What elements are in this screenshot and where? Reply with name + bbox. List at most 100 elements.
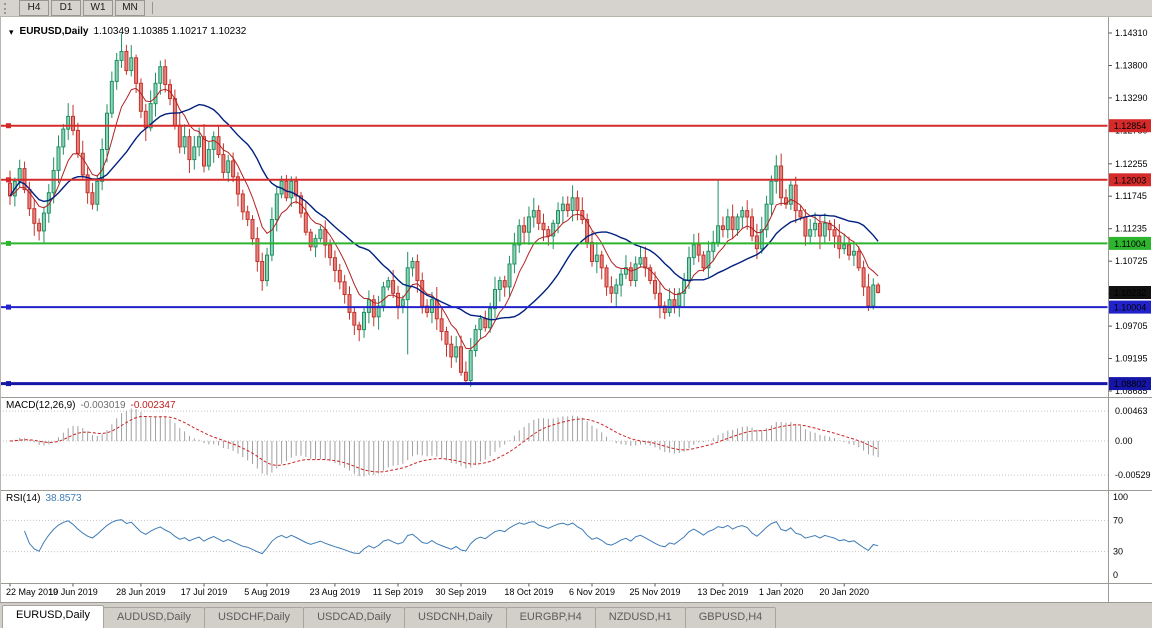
candle-body [546,229,551,237]
candle-body [332,257,337,271]
candle-body [51,170,56,194]
candle-body [255,238,260,263]
date-label: 10 Jun 2019 [48,587,98,597]
date-label: 25 Nov 2019 [629,587,680,597]
price-tag-bg [1109,300,1151,314]
candle-body [362,311,366,331]
candle-body [590,241,594,262]
line-anchor-handle [6,381,11,387]
ema-fast-line [9,87,879,350]
candle-body [396,292,400,307]
timeframe-button-w1[interactable]: W1 [83,0,113,16]
candle-body [730,216,735,231]
chart-tab-eurgbp-h4[interactable]: EURGBP,H4 [505,607,596,628]
rsi-pane[interactable] [0,519,1108,555]
candle-body [114,59,119,82]
candle-body [202,136,206,167]
chart-tab-nzdusd-h1[interactable]: NZDUSD,H1 [594,607,686,628]
candle-body [774,165,779,182]
chart-tabs-bar: EURUSD,Daily AUDUSD,Daily USDCHF,Daily USDC… [0,602,1152,628]
price-tag-bg [1109,377,1151,391]
candle-body [691,244,696,259]
candle-body [788,184,793,205]
candle-body [410,261,415,269]
chart-tab-gbpusd-h4[interactable]: GBPUSD,H4 [684,607,777,628]
candle-body [400,299,405,307]
macd-pane[interactable] [0,408,1108,477]
candle-body [187,136,192,161]
timeframe-button-h4[interactable]: H4 [19,0,49,16]
ohlc-quote: 1.10349 1.10385 1.10217 1.10232 [93,26,247,37]
candle-body [623,267,628,275]
candle-body [245,211,250,220]
candle-body [687,257,691,282]
price-tick-label: 1.11235 [1115,224,1147,234]
chart-menu-icon[interactable]: ▾ [9,26,14,37]
chart-tab-eurusd-daily[interactable]: EURUSD,Daily [2,605,104,628]
candle-body [303,212,308,233]
candle-body [172,98,177,126]
price-pane[interactable] [8,33,881,387]
candle-body [391,280,396,294]
candle-body [851,250,856,256]
candle-body [158,66,163,84]
candle-body [793,184,798,212]
candle-body [716,225,721,243]
candle-body [706,250,711,269]
candle-body [197,136,202,148]
chart-area[interactable]: 1.143101.138001.132901.127801.122551.117… [0,17,1152,602]
timeframe-button-d1[interactable]: D1 [51,0,81,16]
candle-body [565,203,570,212]
candle-body [866,286,871,307]
date-label: 28 Jun 2019 [116,587,166,597]
candle-body [720,225,725,231]
price-tick-label: 1.13800 [1115,61,1148,71]
price-tag-bg [1109,173,1151,187]
candle-body [512,244,517,265]
macd-signal-value: -0.002347 [130,400,176,411]
candle-body [449,343,454,358]
price-tag: 1.11004 [1114,239,1146,249]
candle-body [265,254,269,282]
price-tag-bg [1109,236,1151,250]
candle-body [609,286,614,294]
candle-body [672,299,677,307]
candle-body [735,216,740,231]
candle-body [798,210,803,218]
candle-body [381,286,386,307]
timeframe-button-mn[interactable]: MN [115,0,145,16]
timeframe-toolbar: H4 D1 W1 MN [0,0,1152,17]
candle-body [429,299,434,313]
candle-body [701,254,706,269]
candle-body [366,299,371,313]
price-tick-label: 1.12255 [1115,159,1148,169]
chart-tab-usdcnh-daily[interactable]: USDCNH,Daily [404,607,507,628]
chart-tab-usdchf-daily[interactable]: USDCHF,Daily [203,607,305,628]
current-price-tag: 1.10232 [1114,288,1147,298]
candle-body [493,289,497,310]
macd-scale-label: 0.00463 [1115,406,1148,416]
toolbar-grip-icon[interactable] [4,2,10,14]
candle-body [226,160,231,173]
chart-background[interactable] [0,17,1152,602]
price-tag: 1.12854 [1114,121,1147,131]
date-label: 20 Jan 2020 [819,587,869,597]
candle-body [250,219,255,240]
candle-body [328,244,333,259]
price-tick-label: 1.09705 [1115,321,1148,331]
candle-body [837,235,842,250]
candle-body [192,146,197,161]
chart-tab-usdcad-daily[interactable]: USDCAD,Daily [303,607,406,628]
candle-body [653,280,657,294]
candle-body [560,203,565,212]
candle-body [32,208,37,224]
candle-body [526,216,531,233]
price-tick-label: 1.09195 [1115,354,1148,364]
chart-canvas[interactable]: 1.143101.138001.132901.127801.122551.117… [0,17,1152,602]
symbol-period-label: EURUSD,Daily [19,26,89,37]
candle-body [90,192,95,205]
date-label: 13 Dec 2019 [697,587,748,597]
chart-tab-audusd-daily[interactable]: AUDUSD,Daily [102,607,205,628]
candle-body [37,222,42,232]
candle-body [803,216,808,237]
